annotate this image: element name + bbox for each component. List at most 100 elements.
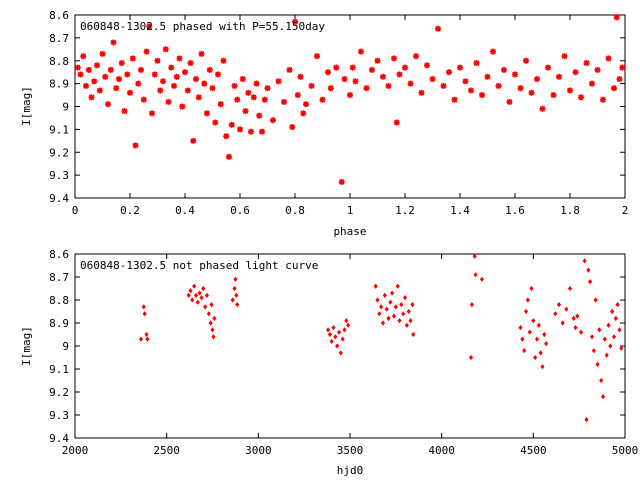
data-point	[329, 338, 334, 344]
data-point	[217, 101, 224, 108]
data-point	[235, 302, 240, 308]
data-point	[545, 64, 551, 71]
data-point	[373, 283, 378, 289]
data-point	[529, 285, 534, 292]
data-point	[198, 50, 205, 57]
data-point	[608, 343, 613, 349]
data-point	[129, 55, 136, 62]
data-point	[336, 329, 342, 335]
data-point	[113, 85, 120, 92]
data-point	[386, 315, 391, 321]
data-point	[379, 304, 384, 310]
data-point	[522, 348, 527, 354]
data-point	[473, 60, 480, 67]
data-point	[424, 62, 430, 69]
data-point	[142, 311, 147, 317]
data-point	[575, 313, 580, 319]
data-point	[418, 89, 425, 96]
data-point	[593, 297, 598, 303]
data-point	[584, 417, 589, 423]
y-tick-label: 9.4	[49, 192, 69, 205]
data-point	[404, 322, 409, 328]
data-point	[582, 258, 587, 264]
data-point	[411, 331, 416, 338]
x-axis-label: phase	[333, 225, 366, 238]
data-point	[390, 290, 395, 296]
data-point	[589, 334, 595, 340]
data-point	[382, 292, 387, 298]
data-point	[440, 82, 447, 89]
data-point	[124, 71, 131, 78]
data-point	[556, 73, 562, 80]
x-tick-label: 1.4	[450, 204, 470, 217]
data-point	[468, 354, 474, 361]
y-tick-label: 9.1	[49, 123, 69, 136]
data-point	[347, 92, 353, 99]
data-point	[610, 308, 615, 315]
data-point	[544, 341, 549, 347]
data-point	[410, 302, 415, 308]
data-point	[314, 53, 320, 60]
data-point	[595, 361, 600, 367]
y-axis-label: I[mag]	[20, 326, 33, 366]
data-point	[388, 299, 393, 305]
data-point	[160, 78, 166, 85]
data-point	[294, 92, 301, 99]
x-tick-label: 0	[72, 204, 79, 217]
data-point	[402, 64, 408, 71]
data-point	[127, 89, 133, 96]
data-point	[94, 62, 100, 69]
data-point	[591, 348, 596, 354]
data-point	[179, 103, 186, 110]
y-tick-label: 8.6	[49, 248, 69, 261]
data-point	[402, 295, 408, 301]
data-point	[561, 53, 568, 60]
data-point	[567, 87, 573, 94]
data-point	[451, 96, 458, 103]
data-point	[248, 128, 254, 135]
data-point	[484, 73, 491, 80]
y-tick-label: 9.3	[49, 409, 69, 422]
data-point	[333, 334, 338, 340]
data-point	[397, 318, 402, 324]
data-point	[256, 112, 263, 119]
data-point	[518, 325, 523, 331]
data-point	[292, 18, 298, 25]
data-point	[85, 66, 92, 73]
data-point	[588, 279, 593, 285]
data-point	[479, 92, 485, 99]
data-point	[517, 85, 524, 92]
data-point	[165, 98, 172, 105]
data-point	[140, 96, 147, 103]
data-points	[74, 14, 626, 185]
data-point	[250, 94, 257, 101]
chart-title: 060848-1302.5 not phased light curve	[80, 259, 318, 272]
data-point	[303, 101, 309, 108]
data-point	[206, 311, 211, 317]
data-point	[325, 69, 331, 76]
data-point	[472, 253, 477, 259]
data-point	[342, 327, 347, 333]
data-point	[358, 48, 364, 55]
data-point	[556, 302, 562, 308]
data-point	[201, 80, 208, 87]
data-point	[121, 108, 128, 115]
y-axis-label: I[mag]	[20, 86, 33, 126]
data-point	[602, 336, 607, 342]
x-tick-label: 0.6	[230, 204, 250, 217]
data-point	[186, 292, 191, 298]
data-point	[204, 292, 210, 298]
y-tick-label: 9.1	[49, 363, 69, 376]
data-point	[538, 350, 543, 356]
data-point	[533, 354, 538, 361]
data-point	[157, 87, 164, 94]
y-tick-label: 8.9	[49, 78, 69, 91]
x-tick-label: 3000	[245, 444, 272, 457]
data-point	[212, 119, 219, 126]
data-point	[230, 297, 235, 303]
data-point	[173, 73, 180, 80]
data-point	[605, 55, 612, 62]
data-point	[102, 73, 109, 80]
data-point	[600, 96, 606, 103]
data-point	[234, 292, 239, 298]
